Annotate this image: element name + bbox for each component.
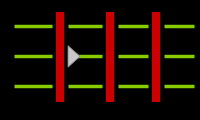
Polygon shape (68, 46, 80, 67)
